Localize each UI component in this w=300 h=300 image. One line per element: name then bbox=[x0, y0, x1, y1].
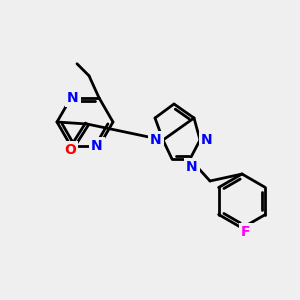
Text: N: N bbox=[91, 139, 103, 153]
Text: O: O bbox=[64, 143, 76, 157]
Text: N: N bbox=[150, 133, 162, 147]
Text: N: N bbox=[186, 160, 198, 174]
Text: F: F bbox=[241, 225, 251, 239]
Text: N: N bbox=[67, 91, 79, 105]
Text: N: N bbox=[201, 133, 213, 147]
